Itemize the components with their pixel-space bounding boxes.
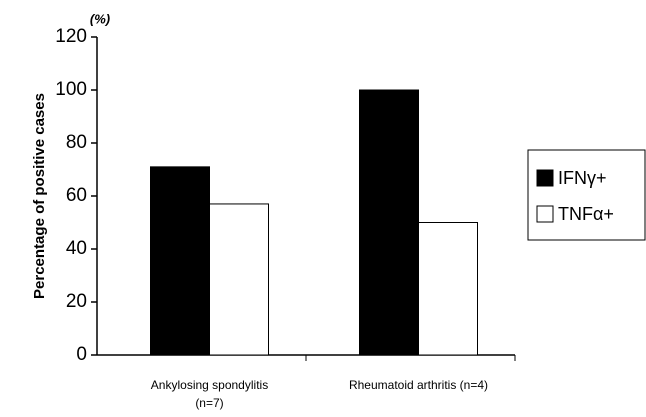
y-tick-label: 60 — [66, 185, 87, 206]
x-tick-label: Ankylosing spondylitis (n=7) — [150, 378, 269, 410]
y-tick-label: 80 — [66, 132, 87, 153]
legend-box — [527, 149, 646, 241]
y-tick-label: 20 — [66, 291, 87, 312]
y-axis-title: Percentage of positive cases — [31, 93, 48, 299]
legend-swatch — [536, 205, 554, 223]
y-tick-label: 100 — [55, 79, 87, 100]
bar — [150, 166, 210, 356]
legend-swatch — [536, 169, 554, 187]
legend-label: IFNγ+ — [558, 168, 607, 188]
y-tick-label: 40 — [66, 238, 87, 259]
bar — [209, 203, 269, 356]
legend-label: TNFα+ — [558, 204, 614, 224]
y-tick-label: 120 — [55, 26, 87, 47]
bar — [418, 222, 478, 356]
bar — [359, 89, 419, 356]
y-tick-label: 0 — [76, 344, 87, 365]
x-tick-label: Rheumatoid arthritis (n=4) — [348, 378, 489, 392]
y-unit: (%) — [90, 11, 110, 26]
